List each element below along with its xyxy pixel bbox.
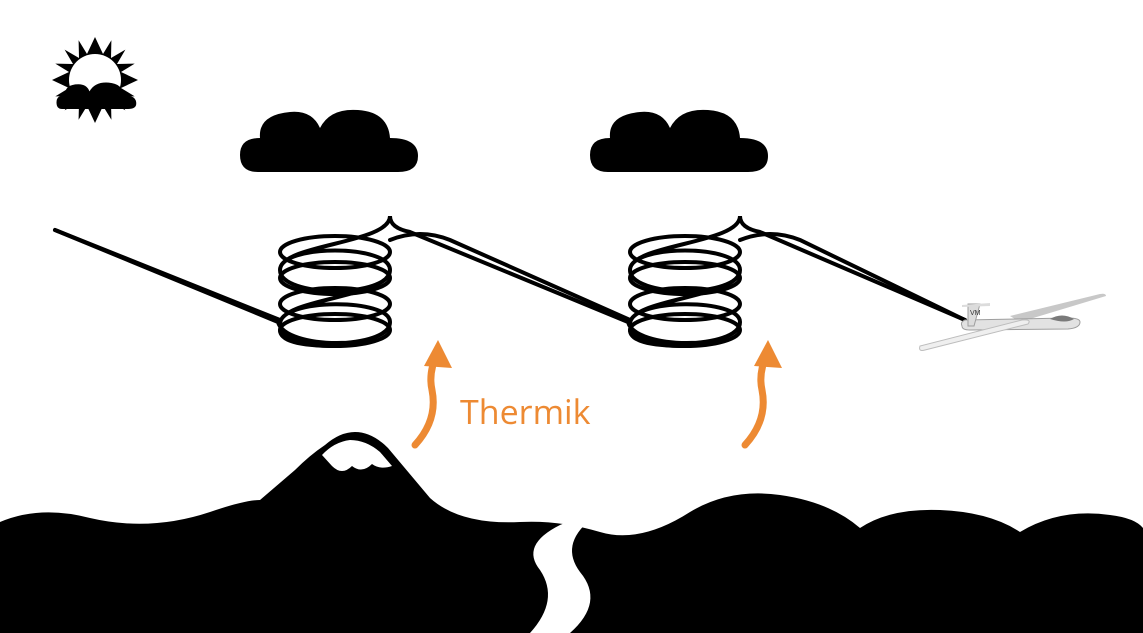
diagram-svg: VM: [0, 0, 1143, 633]
terrain-silhouette: [0, 432, 1143, 633]
sun-icon: [52, 37, 138, 123]
thermal-arrow-icon: [415, 340, 452, 445]
cloud-icon: [240, 110, 418, 172]
glider-icon: VM: [920, 294, 1106, 351]
diagram-canvas: VM Thermik: [0, 0, 1143, 633]
thermik-label: Thermik: [460, 388, 591, 434]
thermal-arrow-icon: [745, 340, 782, 445]
flight-path: [55, 216, 965, 343]
glider-registration: VM: [970, 310, 981, 317]
cloud-icon: [590, 110, 768, 172]
